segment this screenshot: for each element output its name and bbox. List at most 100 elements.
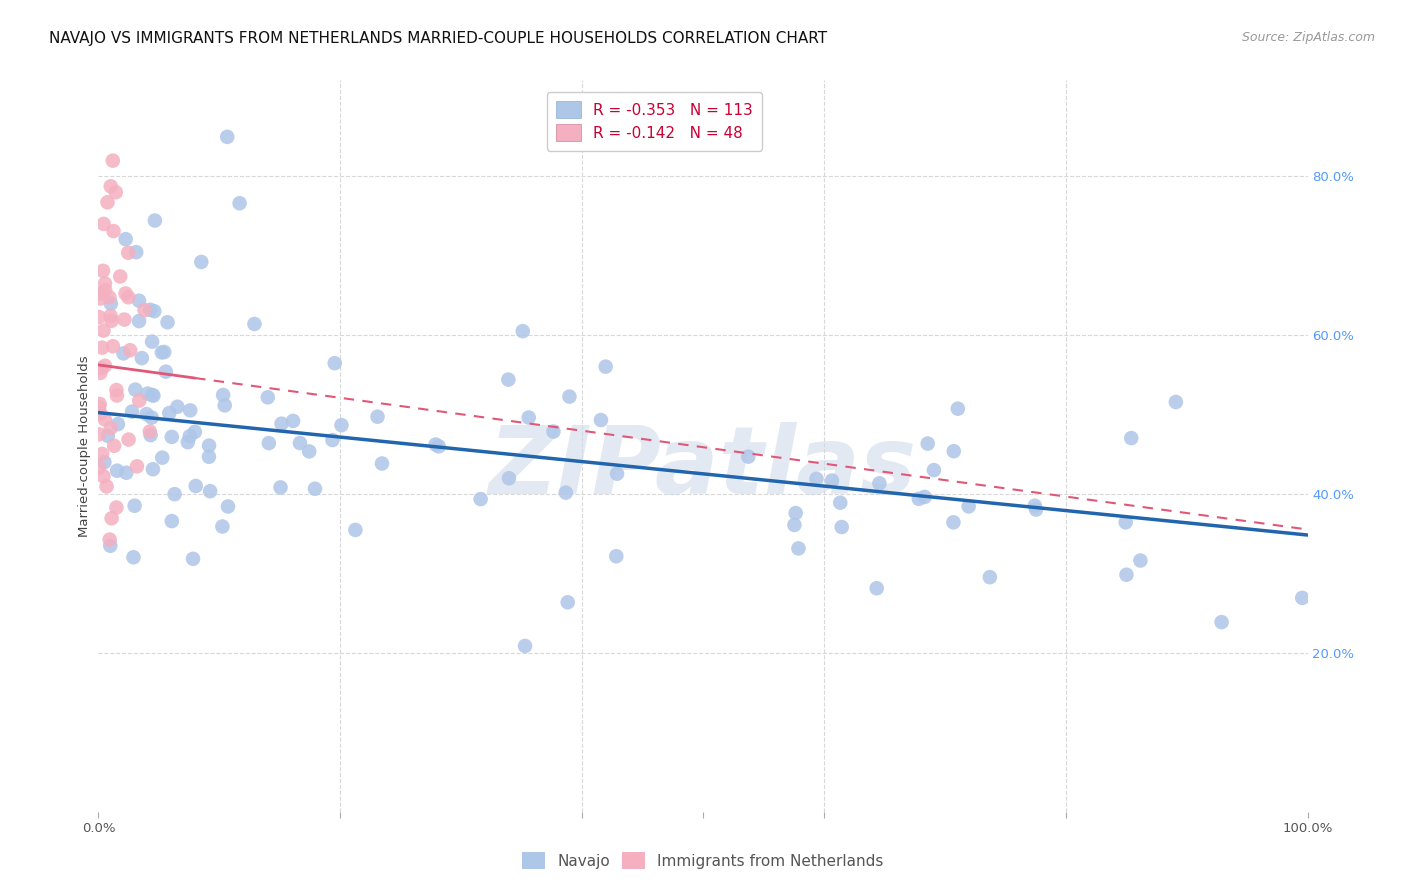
- Point: [1164, 395, 1187, 409]
- Point: [101, 153, 124, 168]
- Point: [554, 485, 576, 500]
- Point: [93, 217, 115, 231]
- Point: [821, 474, 844, 488]
- Point: [153, 345, 176, 359]
- Point: [157, 406, 180, 420]
- Point: [139, 428, 162, 442]
- Point: [270, 480, 292, 494]
- Legend: Navajo, Immigrants from Netherlands: Navajo, Immigrants from Netherlands: [516, 846, 890, 875]
- Point: [1115, 516, 1137, 530]
- Point: [105, 383, 128, 397]
- Point: [141, 410, 163, 425]
- Point: [737, 450, 759, 464]
- Point: [257, 436, 280, 450]
- Point: [228, 196, 250, 211]
- Point: [89, 406, 111, 420]
- Point: [160, 430, 183, 444]
- Point: [866, 581, 889, 595]
- Point: [783, 517, 806, 532]
- Point: [605, 549, 627, 564]
- Point: [94, 359, 117, 373]
- Point: [150, 450, 173, 465]
- Point: [787, 541, 810, 556]
- Point: [87, 400, 110, 414]
- Text: ZIPatlas: ZIPatlas: [489, 422, 917, 514]
- Point: [155, 365, 177, 379]
- Point: [143, 304, 166, 318]
- Point: [942, 444, 965, 458]
- Point: [557, 595, 579, 609]
- Point: [100, 314, 122, 328]
- Point: [93, 455, 115, 469]
- Point: [1115, 567, 1137, 582]
- Point: [98, 533, 121, 547]
- Point: [117, 245, 139, 260]
- Point: [91, 447, 114, 461]
- Point: [371, 457, 394, 471]
- Point: [114, 286, 136, 301]
- Point: [217, 500, 239, 514]
- Point: [214, 398, 236, 412]
- Point: [142, 389, 165, 403]
- Point: [135, 407, 157, 421]
- Point: [595, 359, 617, 374]
- Point: [160, 514, 183, 528]
- Point: [89, 366, 111, 380]
- Point: [344, 523, 367, 537]
- Point: [177, 435, 200, 450]
- Point: [112, 346, 135, 360]
- Point: [87, 460, 110, 475]
- Point: [90, 361, 112, 376]
- Point: [121, 404, 143, 418]
- Point: [100, 296, 122, 310]
- Point: [281, 414, 304, 428]
- Point: [98, 290, 121, 304]
- Point: [946, 401, 969, 416]
- Point: [94, 283, 117, 297]
- Point: [831, 520, 853, 534]
- Point: [330, 418, 353, 433]
- Point: [1121, 431, 1143, 445]
- Point: [156, 315, 179, 329]
- Point: [87, 286, 110, 301]
- Point: [179, 403, 201, 417]
- Point: [304, 482, 326, 496]
- Point: [198, 484, 221, 499]
- Point: [105, 500, 128, 515]
- Point: [166, 400, 188, 414]
- Point: [100, 421, 122, 435]
- Point: [517, 410, 540, 425]
- Point: [957, 500, 980, 514]
- Point: [298, 444, 321, 458]
- Point: [91, 341, 114, 355]
- Point: [141, 388, 163, 402]
- Point: [470, 492, 492, 507]
- Point: [87, 427, 110, 442]
- Point: [323, 356, 346, 370]
- Point: [589, 413, 612, 427]
- Point: [163, 487, 186, 501]
- Point: [117, 290, 139, 304]
- Point: [907, 491, 929, 506]
- Point: [190, 255, 212, 269]
- Point: [89, 397, 111, 411]
- Point: [101, 339, 124, 353]
- Point: [150, 345, 173, 359]
- Point: [125, 459, 148, 474]
- Point: [558, 390, 581, 404]
- Point: [96, 479, 118, 493]
- Point: [243, 317, 266, 331]
- Point: [868, 476, 890, 491]
- Point: [120, 343, 142, 358]
- Legend: R = -0.353   N = 113, R = -0.142   N = 48: R = -0.353 N = 113, R = -0.142 N = 48: [547, 92, 762, 151]
- Point: [288, 436, 311, 450]
- Point: [198, 439, 221, 453]
- Point: [498, 373, 520, 387]
- Text: Source: ZipAtlas.com: Source: ZipAtlas.com: [1241, 31, 1375, 45]
- Point: [112, 312, 135, 326]
- Point: [806, 472, 828, 486]
- Point: [139, 425, 162, 439]
- Point: [256, 390, 278, 404]
- Point: [785, 506, 807, 520]
- Point: [122, 550, 145, 565]
